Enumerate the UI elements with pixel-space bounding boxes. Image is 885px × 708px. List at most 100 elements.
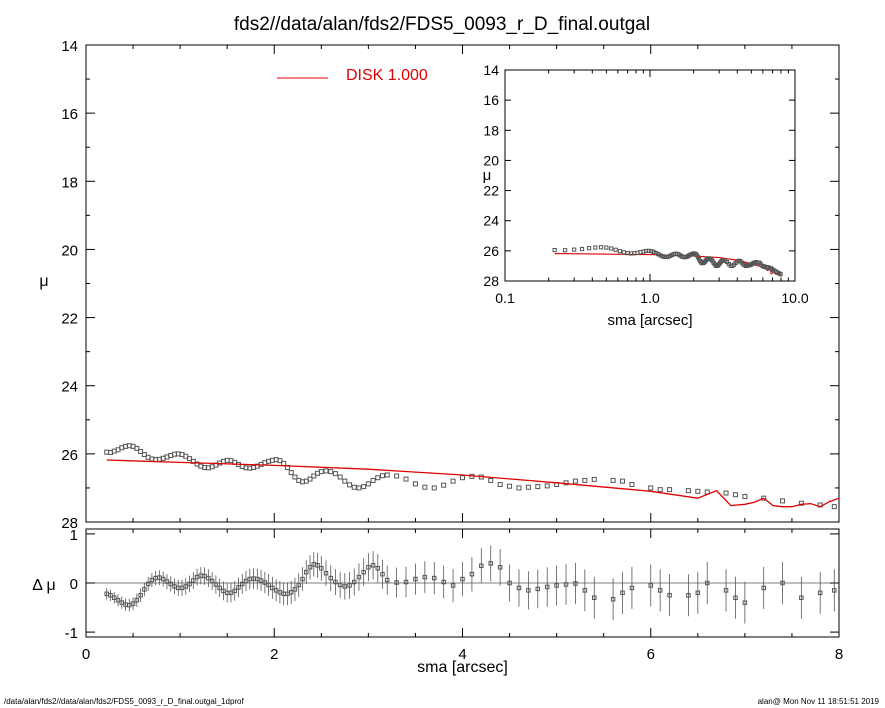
main-data-point (629, 482, 635, 488)
residual-point (361, 569, 366, 575)
main-ytick-label: 14 (61, 38, 78, 55)
inset-ytick-label: 18 (483, 122, 499, 138)
residual-point (130, 601, 136, 606)
main-data-point (798, 500, 804, 506)
residual-point (526, 588, 531, 593)
main-data-point (780, 498, 786, 504)
inset-data-point (552, 248, 557, 253)
residual-point (292, 587, 298, 592)
main-data-point (318, 469, 324, 475)
legend: DISK 1.000 (277, 67, 428, 84)
residual-point (479, 563, 484, 569)
inset-ytick-label: 22 (483, 183, 499, 199)
main-data-point (332, 471, 338, 477)
residual-point (111, 595, 117, 600)
residual-point (667, 593, 672, 598)
main-data-point (610, 477, 616, 483)
residual-point (832, 588, 837, 593)
residual-point (356, 574, 362, 580)
residual-point (232, 588, 237, 594)
footer-timestamp: alan@ Mon Nov 11 18:51:51 2019 (757, 697, 879, 706)
inset-panel: 14 16 18 20 22 24 26 280.1 1.0 10.0 μ sma [arcsec] (483, 62, 809, 329)
main-data-point (572, 478, 578, 484)
main-data-point (591, 476, 597, 482)
inset-data-point (609, 246, 614, 251)
inset-ytick-label: 24 (483, 213, 499, 229)
inset-xtick-label: 1.0 (640, 290, 660, 306)
residual-point (723, 588, 729, 593)
main-data-point (307, 476, 313, 482)
residual-point (554, 583, 559, 588)
main-data-point (403, 476, 409, 482)
main-data-point (525, 484, 531, 490)
main-data-point (742, 493, 748, 499)
residual-point (422, 574, 428, 580)
residual-point (817, 590, 823, 596)
inset-data-point (572, 247, 577, 252)
disk-model-line (106, 459, 840, 508)
main-data-point (311, 473, 317, 479)
inset-data-point (646, 248, 651, 253)
residual-xtick-label: 2 (270, 646, 278, 663)
residual-point (138, 593, 143, 598)
legend-label: DISK 1.000 (346, 67, 428, 84)
inset-data-point (604, 245, 609, 250)
residual-point (323, 570, 329, 576)
inset-xtick-label: 10.0 (781, 290, 808, 306)
main-ytick-label: 18 (61, 174, 78, 191)
main-data-point (370, 477, 376, 483)
residual-point (413, 576, 418, 582)
residual-point (134, 597, 140, 603)
main-data-point (516, 485, 522, 491)
residual-point (145, 581, 151, 587)
main-data-point (394, 473, 400, 479)
residual-point (217, 585, 222, 591)
inset-data-point (593, 245, 598, 250)
residual-point (629, 585, 635, 591)
residual-point (328, 575, 333, 581)
main-data-point (507, 483, 513, 489)
inset-data-point (644, 248, 649, 254)
main-panel: 14 16 18 20 22 24 26 28 μ (39, 38, 840, 532)
main-data-point (535, 484, 541, 490)
residual-point (183, 584, 189, 589)
residual-point (213, 582, 219, 587)
main-data-point (544, 483, 550, 489)
main-data-point (582, 477, 588, 483)
residual-point (352, 579, 357, 585)
residual-point (704, 580, 710, 586)
main-ytick-label: 24 (61, 379, 78, 396)
residual-point (239, 581, 245, 587)
residual-point (168, 581, 173, 587)
residual-point (333, 579, 338, 585)
main-data-point (337, 474, 343, 480)
main-ytick-label: 28 (61, 515, 78, 532)
residual-xtick-label: 6 (647, 646, 655, 663)
inset-ylabel: μ (483, 167, 492, 184)
residual-point (516, 585, 522, 591)
main-data-point (347, 482, 353, 488)
residual-point (403, 579, 409, 585)
main-data-point (450, 478, 456, 484)
main-data-point (563, 480, 569, 486)
main-data-point (365, 481, 371, 487)
residual-point (648, 583, 653, 588)
inset-data-point (579, 246, 585, 252)
main-ylabel: μ (39, 273, 48, 290)
inset-background (505, 70, 795, 281)
inset-ytick-label: 20 (483, 152, 499, 168)
inset-data-point (613, 247, 618, 252)
residual-point (380, 571, 385, 577)
residual-point (780, 580, 785, 586)
main-ytick-label: 26 (61, 447, 78, 464)
residual-point (432, 575, 437, 581)
residual-point (799, 595, 804, 600)
residual-point (488, 561, 493, 566)
residual-point (288, 590, 294, 595)
residual-ytick-label: -1 (65, 625, 78, 642)
main-data-point (460, 475, 465, 481)
main-data-point (831, 504, 837, 510)
main-data-point (292, 474, 298, 480)
main-data-point (648, 485, 654, 491)
residual-xtick-label: 0 (82, 646, 90, 663)
